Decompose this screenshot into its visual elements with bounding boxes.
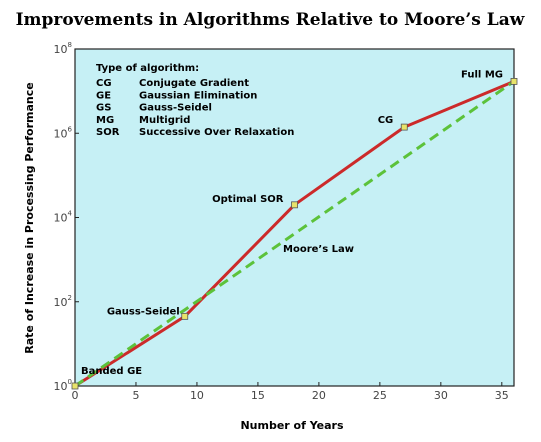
y-tick-base: 10 bbox=[54, 212, 68, 225]
y-tick-label: 106 bbox=[54, 125, 73, 140]
y-tick-exponent: 4 bbox=[68, 210, 73, 218]
point-label: Banded GE bbox=[81, 366, 142, 377]
data-point-marker bbox=[400, 123, 408, 131]
plot-area bbox=[74, 48, 515, 387]
x-tick-label: 35 bbox=[495, 389, 509, 402]
x-tick-label: 30 bbox=[434, 389, 448, 402]
y-tick-base: 10 bbox=[54, 43, 68, 56]
y-tick-exponent: 8 bbox=[68, 41, 72, 49]
chart-title: Improvements in Algorithms Relative to M… bbox=[16, 10, 525, 30]
y-tick-base: 10 bbox=[54, 127, 68, 140]
x-tick-label: 0 bbox=[72, 389, 79, 402]
y-axis-label: Rate of Increase in Processing Performan… bbox=[23, 82, 36, 353]
legend: Type of algorithm: CG Conjugate Gradient GE… bbox=[96, 63, 294, 138]
x-tick-label: 20 bbox=[312, 389, 326, 402]
moores-law-line bbox=[74, 80, 515, 388]
x-tick-label: 25 bbox=[373, 389, 387, 402]
y-tick-exponent: 2 bbox=[68, 294, 72, 302]
legend-abbreviation: GE bbox=[96, 90, 111, 101]
legend-abbreviation: CG bbox=[96, 78, 112, 89]
legend-abbreviation: SOR bbox=[96, 127, 120, 138]
legend-name: Multigrid bbox=[139, 115, 190, 126]
point-label: Full MG bbox=[461, 69, 503, 80]
y-tick-base: 10 bbox=[54, 380, 68, 393]
legend-name: Gaussian Elimination bbox=[139, 90, 257, 101]
legend-name: Conjugate Gradient bbox=[139, 78, 249, 89]
marker-label-group: Banded GE Gauss-Seidel Optimal SOR CG Full M… bbox=[81, 69, 503, 377]
legend-name: Gauss-Seidel bbox=[139, 103, 212, 114]
legend-abbreviation: MG bbox=[96, 115, 114, 126]
data-point-marker bbox=[71, 382, 79, 390]
y-tick-label: 108 bbox=[54, 41, 72, 56]
y-tick-label: 100 bbox=[54, 378, 72, 393]
moores-law-annotation: Moore’s Law bbox=[283, 244, 354, 255]
point-label: Optimal SOR bbox=[212, 194, 284, 205]
x-tick-label: 5 bbox=[132, 389, 139, 402]
y-tick-label: 104 bbox=[54, 210, 73, 225]
data-point-marker bbox=[291, 201, 298, 209]
x-axis-label: Number of Years bbox=[240, 419, 344, 432]
x-axis: 0 5 10 15 20 25 30 35 bbox=[72, 382, 509, 402]
data-point-marker bbox=[510, 78, 518, 85]
point-label: CG bbox=[378, 115, 394, 126]
x-tick-label: 10 bbox=[190, 389, 204, 402]
point-label: Gauss-Seidel bbox=[107, 306, 180, 317]
legend-abbreviation: GS bbox=[96, 103, 111, 114]
y-tick-exponent: 0 bbox=[68, 378, 72, 386]
y-tick-base: 10 bbox=[54, 296, 68, 309]
x-tick-label: 15 bbox=[251, 389, 265, 402]
marker-group bbox=[71, 78, 518, 390]
y-tick-exponent: 6 bbox=[68, 125, 73, 133]
y-tick-label: 102 bbox=[54, 294, 72, 309]
data-point-marker bbox=[181, 312, 189, 320]
legend-name: Successive Over Relaxation bbox=[139, 127, 294, 138]
legend-title: Type of algorithm: bbox=[96, 63, 199, 74]
